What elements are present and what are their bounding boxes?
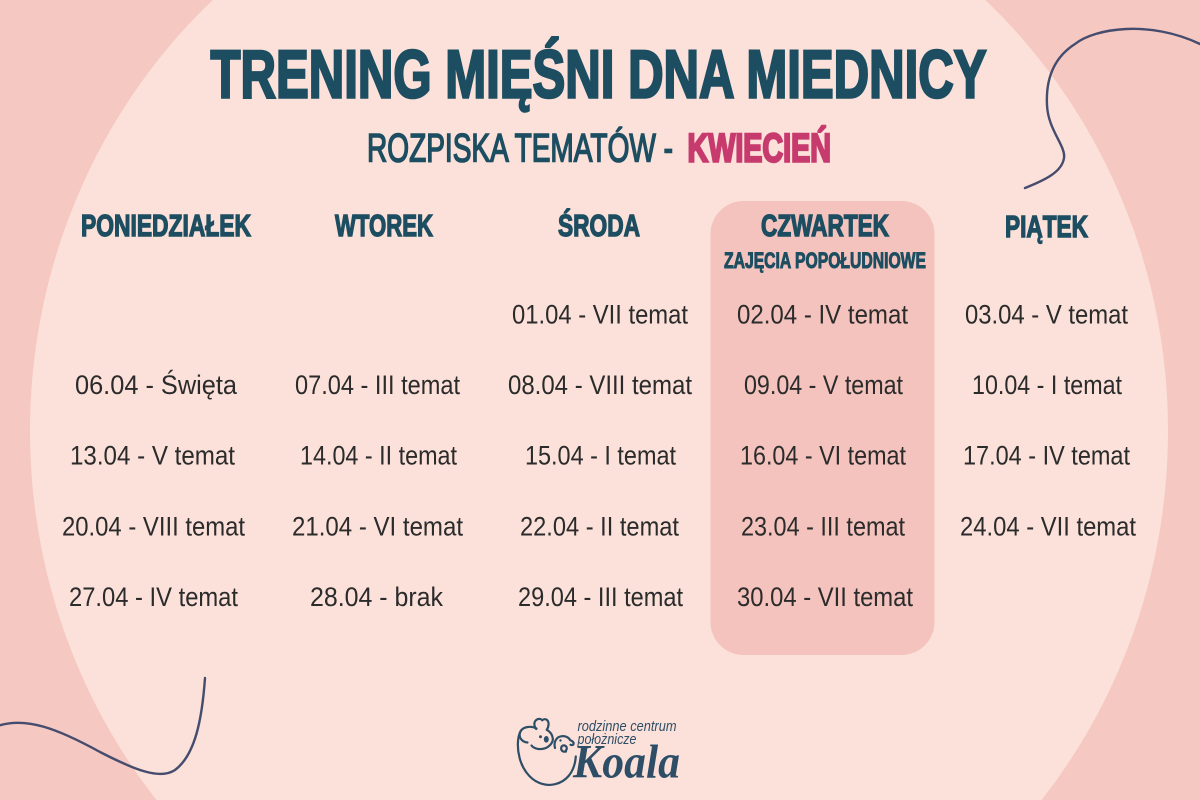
svg-text:07.04 - III temat: 07.04 - III temat <box>295 370 460 400</box>
svg-text:ROZPISKA TEMATÓW -: ROZPISKA TEMATÓW - <box>367 126 673 171</box>
svg-text:23.04 - III temat: 23.04 - III temat <box>741 512 905 542</box>
svg-text:TRENING MIĘŚNI DNA MIEDNICY: TRENING MIĘŚNI DNA MIEDNICY <box>211 37 987 113</box>
svg-text:29.04 - III temat: 29.04 - III temat <box>518 582 683 612</box>
svg-text:22.04 - II temat: 22.04 - II temat <box>520 512 679 542</box>
svg-text:CZWARTEK: CZWARTEK <box>761 208 889 243</box>
svg-text:14.04 - II temat: 14.04 - II temat <box>300 441 457 471</box>
svg-text:21.04 - VI temat: 21.04 - VI temat <box>292 512 463 542</box>
svg-text:08.04 - VIII temat: 08.04 - VIII temat <box>508 370 692 400</box>
svg-text:28.04 - brak: 28.04 - brak <box>310 582 444 612</box>
svg-text:Koala: Koala <box>572 736 680 789</box>
svg-text:02.04 - IV temat: 02.04 - IV temat <box>737 300 908 330</box>
svg-text:17.04 - IV temat: 17.04 - IV temat <box>963 441 1130 471</box>
svg-text:27.04 - IV temat: 27.04 - IV temat <box>69 582 238 612</box>
svg-text:30.04 - VII temat: 30.04 - VII temat <box>737 582 913 612</box>
svg-text:ŚRODA: ŚRODA <box>558 207 640 243</box>
svg-text:16.04 - VI temat: 16.04 - VI temat <box>740 441 906 471</box>
svg-text:13.04 - V temat: 13.04 - V temat <box>70 441 235 471</box>
svg-text:10.04 - I temat: 10.04 - I temat <box>972 370 1122 400</box>
svg-text:20.04 - VIII temat: 20.04 - VIII temat <box>62 512 245 542</box>
svg-text:położnicze: położnicze <box>577 732 637 748</box>
svg-text:15.04 - I temat: 15.04 - I temat <box>525 441 676 471</box>
svg-text:01.04 - VII temat: 01.04 - VII temat <box>512 300 688 330</box>
svg-text:24.04 - VII temat: 24.04 - VII temat <box>960 512 1136 542</box>
svg-text:PIĄTEK: PIĄTEK <box>1005 209 1088 244</box>
svg-text:KWIECIEŃ: KWIECIEŃ <box>688 126 832 171</box>
svg-text:WTOREK: WTOREK <box>335 208 433 243</box>
svg-text:PONIEDZIAŁEK: PONIEDZIAŁEK <box>81 208 251 243</box>
svg-text:ZAJĘCIA POPOŁUDNIOWE: ZAJĘCIA POPOŁUDNIOWE <box>724 248 926 273</box>
svg-text:rodzinne centrum: rodzinne centrum <box>578 719 677 735</box>
svg-text:09.04 - V temat: 09.04 - V temat <box>744 370 903 400</box>
svg-text:03.04 - V temat: 03.04 - V temat <box>965 300 1128 330</box>
svg-text:06.04 - Święta: 06.04 - Święta <box>75 368 237 400</box>
